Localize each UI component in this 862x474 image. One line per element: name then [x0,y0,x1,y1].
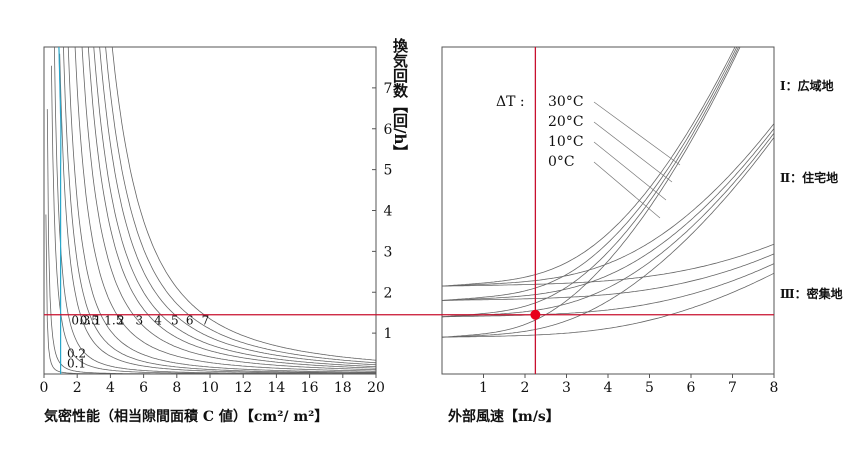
region-label: Ⅰ：広域地 [780,78,834,93]
wind-curve-line [442,47,736,287]
curve-line [93,47,376,368]
left-x-axis-label: 気密性能（相当隙間面積 C 値）【cm²/ m²】 [44,408,328,425]
y-tick-label: 2 [384,285,393,301]
x-tick-label: 16 [301,380,319,396]
delta-t-values: 30°C 20°C 10°C 0°C [548,94,584,170]
curve-line [87,47,376,369]
delta-t-leader [593,101,681,166]
wind-curve-line [442,253,774,301]
x-tick-label: 2 [521,380,530,396]
wind-curve-line [442,128,774,301]
right-x-ticks: 1 2 3 4 5 6 7 8 [479,374,778,396]
x-tick-label: 8 [770,380,779,396]
delta-t-value: 20°C [548,114,584,130]
x-tick-label: 3 [562,380,571,396]
x-tick-label: 4 [106,380,115,396]
curve-line [53,47,376,374]
curve-label: 1 [94,314,102,328]
left-chart: 0.10.20.30.51 1.52 3 4 5 6 7 0 2 4 6 8 10 12 14 16 18 20… [40,37,409,425]
curve-label: 0.2 [67,346,86,360]
curve-label: 0.1 [67,356,86,370]
curve-label: 2 [117,314,125,328]
curve-line [105,47,376,364]
curve-line [74,47,376,372]
x-tick-label: 8 [172,380,181,396]
curve-line [45,214,376,374]
right-plot-frame [441,46,775,375]
wind-curve-line [442,47,739,318]
curve-label: 5 [171,314,179,328]
curve-line [59,53,376,374]
curve-label: 6 [186,314,194,328]
curve-label: 1.5 [104,314,123,328]
x-tick-label: 4 [604,380,613,396]
right-x-axis-label: 外部風速【m/s】 [448,408,560,425]
curve-label: 7 [202,314,210,328]
x-tick-label: 1 [479,380,488,396]
delta-t-leader [593,161,661,219]
curve-label: 4 [154,314,162,328]
left-curve-labels: 0.10.2 0.30.51 1.52 3 4 5 6 7 [67,314,209,371]
wind-curve-line [442,137,774,338]
left-y-ticks: 1 2 3 4 5 6 7 [372,81,393,342]
curve-label: 0.5 [80,314,99,328]
wind-curve-line [442,243,774,287]
wind-curve-line [442,263,774,318]
x-tick-label: 10 [201,380,219,396]
x-tick-label: 20 [367,380,385,396]
wind-curve-line [442,47,741,338]
delta-t-value: 0°C [548,154,575,170]
y-tick-label: 4 [384,204,393,220]
right-curves [442,47,774,338]
curve-line [63,47,376,374]
y-tick-label: 6 [384,122,393,138]
x-tick-label: 14 [267,380,285,396]
x-tick-label: 18 [334,380,352,396]
left-x-ticks: 0 2 4 6 8 10 12 14 16 18 20 [40,374,385,396]
region-label: Ⅱ：住宅地 [780,170,838,185]
curve-label: 0.3 [71,314,90,328]
x-tick-label: 2 [73,380,82,396]
y-tick-label: 5 [384,163,393,179]
x-tick-label: 5 [645,380,654,396]
left-y-axis-label: 換気回数【回/h】 [391,37,409,159]
x-tick-label: 12 [234,380,252,396]
curve-label: 3 [135,314,143,328]
delta-t-leader [593,141,667,201]
c-value-marker-line [58,47,62,374]
wind-curve-line [442,123,774,287]
curve-line [99,47,376,366]
curve-line [111,47,376,361]
region-labels: Ⅰ：広域地 Ⅱ：住宅地 Ⅲ：密集地 [780,78,843,301]
x-tick-label: 7 [728,380,737,396]
x-tick-label: 6 [139,380,148,396]
curve-line [81,47,376,371]
x-tick-label: 6 [687,380,696,396]
operating-point [530,309,541,320]
y-tick-label: 7 [384,81,393,97]
left-curves [45,47,376,374]
wind-curve-line [442,132,774,318]
delta-t-value: 30°C [548,94,584,110]
delta-t-label: ΔT : [496,94,525,110]
wind-curve-line [442,272,774,338]
region-label: Ⅲ：密集地 [780,286,843,301]
delta-t-leader [593,121,673,183]
y-tick-label: 1 [384,326,393,342]
y-tick-label: 3 [384,244,393,260]
x-tick-label: 0 [40,380,49,396]
curve-line [67,47,376,373]
curve-line [46,109,376,374]
wind-curve-line [442,47,738,301]
delta-t-value: 10°C [548,134,584,150]
